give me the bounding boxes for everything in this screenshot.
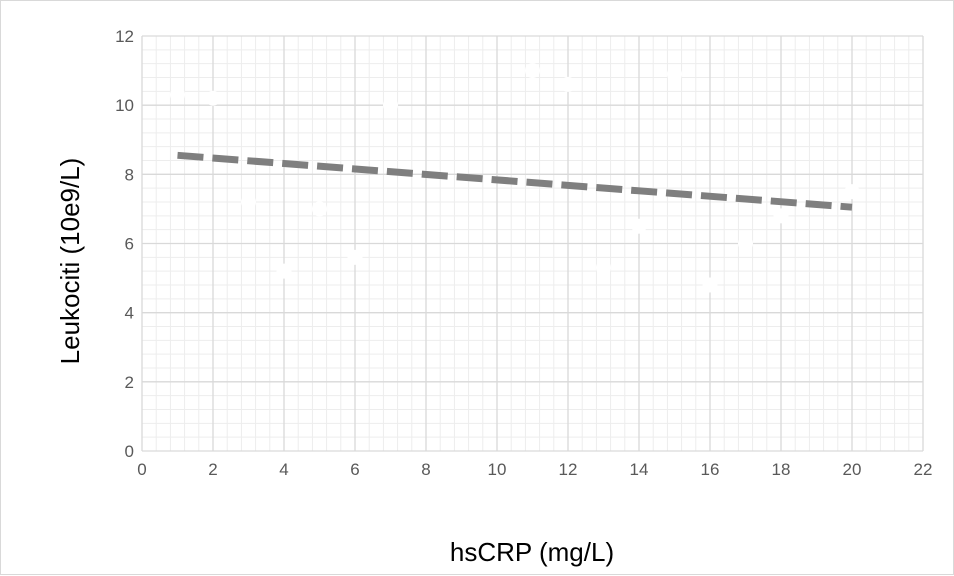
data-point <box>560 76 576 92</box>
x-tick-label: 22 <box>914 460 933 479</box>
data-points <box>170 63 860 293</box>
data-point <box>596 260 611 276</box>
x-tick-label: 2 <box>208 460 217 479</box>
x-tick-label: 14 <box>630 460 649 479</box>
x-tick-label: 18 <box>772 460 791 479</box>
data-point <box>631 218 647 234</box>
y-tick-label: 4 <box>125 304 134 323</box>
data-point <box>347 249 363 265</box>
x-tick-label: 20 <box>843 460 862 479</box>
data-point <box>312 201 327 217</box>
y-tick-label: 10 <box>115 96 134 115</box>
trendline-group <box>177 151 853 211</box>
trendline <box>177 151 853 211</box>
y-tick-label: 2 <box>125 373 134 392</box>
data-point <box>844 184 860 200</box>
data-point <box>383 97 398 113</box>
x-axis-tick-labels: 0 2 4 6 8 10 12 14 16 18 20 22 <box>137 460 932 479</box>
x-tick-label: 0 <box>137 460 146 479</box>
y-tick-label: 8 <box>125 165 134 184</box>
x-tick-label: 12 <box>559 460 578 479</box>
data-point <box>170 87 185 103</box>
x-tick-label: 8 <box>421 460 430 479</box>
data-point <box>738 236 753 251</box>
x-tick-label: 16 <box>701 460 720 479</box>
x-tick-label: 6 <box>350 460 359 479</box>
x-tick-label: 4 <box>279 460 288 479</box>
data-point <box>667 66 682 82</box>
data-point <box>241 194 256 210</box>
y-axis-title: Leukociti (10e9/L) <box>55 158 85 365</box>
data-point <box>702 277 718 293</box>
x-axis-title: hsCRP (mg/L) <box>450 537 614 567</box>
y-tick-label: 0 <box>125 442 134 461</box>
y-tick-label: 12 <box>115 27 134 46</box>
y-tick-label: 6 <box>125 235 134 254</box>
data-point <box>205 90 221 106</box>
y-axis-tick-labels: 0 2 4 6 8 10 12 <box>115 27 134 461</box>
x-tick-label: 10 <box>488 460 507 479</box>
data-point <box>276 263 292 279</box>
major-gridlines <box>141 35 924 452</box>
data-point <box>773 208 789 224</box>
data-point <box>525 63 540 79</box>
